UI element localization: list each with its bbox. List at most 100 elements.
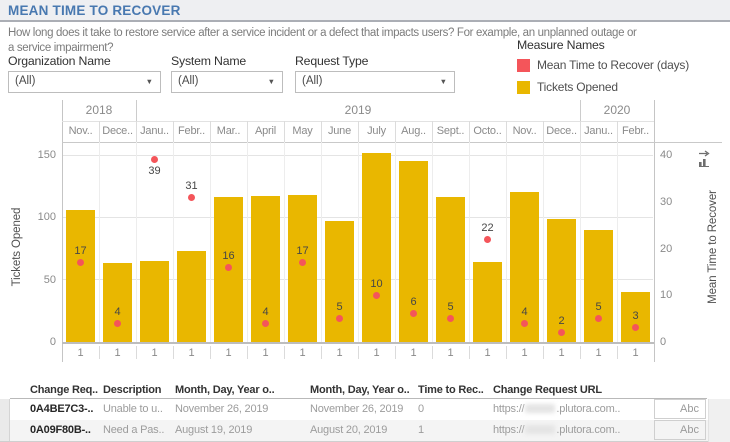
cell-type-abc[interactable]: Abc [654,399,706,419]
dropdown-value: (All) [15,75,36,87]
filter-label-request-type: Request Type [295,54,369,68]
mttr-value-label: 10 [370,277,383,290]
mttr-dot-10[interactable] [447,315,454,323]
filter-label-system-name: System Name [171,54,247,68]
month-header: Febr.. [178,125,205,137]
mttr-dot-0[interactable] [77,259,84,267]
bar-Nov..-12[interactable] [510,192,539,342]
cell-date2[interactable]: November 26, 2019 [310,403,404,415]
header-bottom-line [62,141,722,143]
day-separator-line [469,346,470,359]
month-separator-line [99,121,100,142]
table-header-5[interactable]: Change Request URL [493,384,602,396]
mttr-dot-1[interactable] [114,319,121,327]
day-label: 1 [336,347,343,359]
table-header-0[interactable]: Change Req.. [30,384,98,396]
table-header-3[interactable]: Month, Day, Year o.. [310,384,410,396]
mttr-value-label: 5 [336,301,343,314]
cell-date2[interactable]: August 20, 2019 [310,424,388,436]
month-separator-line [395,121,396,142]
column-separator-line [580,142,581,342]
page-title: MEAN TIME TO RECOVER [8,3,181,18]
mttr-value-label: 22 [481,221,494,234]
table-header-underline [10,398,707,399]
day-separator-line [506,346,507,359]
right-axis-tick-0: 0 [660,336,667,348]
cell-description[interactable]: Need a Pas.. [103,424,165,436]
day-separator-line [358,346,359,359]
month-header: Aug.. [401,125,426,137]
mttr-value-label: 2 [558,315,565,328]
bar-Janu..-14[interactable] [584,229,613,342]
month-header: Dece.. [546,125,577,137]
cell-date1[interactable]: November 26, 2019 [175,403,269,415]
table-row-0[interactable]: 0A4BE7C3-.. Unable to u.. November 26, 201… [0,399,708,421]
mttr-dot-13[interactable] [558,329,565,337]
mttr-value-label: 39 [148,165,161,178]
mttr-dot-14[interactable] [595,315,602,323]
mttr-value-label: 6 [410,296,417,309]
legend-item-mean-time-to-recover[interactable]: Mean Time to Recover (days) [517,58,689,72]
bar-May-6[interactable] [288,194,317,342]
cell-description[interactable]: Unable to u.. [103,403,163,415]
table-row-1[interactable]: 0A09F80B-.. Need a Pas.. August 19, 2019 Au… [0,420,708,442]
legend: Measure Names Mean Time to Recover (days… [517,38,689,102]
day-separator-line [580,346,581,359]
plot-border-line [654,100,655,362]
cell-type-abc[interactable]: Abc [654,420,706,440]
cell-date1[interactable]: August 19, 2019 [175,424,253,436]
bar-July-8[interactable] [362,152,391,342]
mttr-dot-5[interactable] [262,319,269,327]
cell-time_to_recover[interactable]: 0 [418,403,424,415]
mttr-dot-15[interactable] [632,324,639,332]
mttr-value-label: 16 [222,249,235,262]
bar-Nov..-0[interactable] [66,209,95,342]
left-axis-tick-50: 50 [43,273,56,286]
chevron-down-icon: ▼ [267,77,275,86]
bar-Octo..-11[interactable] [473,262,502,342]
bar-Janu..-2[interactable] [140,260,169,342]
legend-item-tickets-opened[interactable]: Tickets Opened [517,80,689,94]
column-separator-line [469,142,470,342]
bar-Dece..-1[interactable] [103,263,132,342]
mttr-dot-4[interactable] [225,263,232,271]
cell-time_to_recover[interactable]: 1 [418,424,424,436]
request-type-dropdown[interactable]: (All) ▼ [295,71,455,93]
mttr-dot-6[interactable] [299,259,306,267]
mttr-dot-3[interactable] [188,193,195,201]
bar-April-5[interactable] [251,196,280,342]
bar-June-7[interactable] [325,221,354,342]
month-separator-line [210,121,211,142]
sort-icon[interactable] [697,150,712,167]
mttr-dot-2[interactable] [151,156,158,164]
mttr-dot-9[interactable] [410,310,417,318]
filter-organization-name: Organization Name (All) ▼ [8,54,161,93]
system-name-dropdown[interactable]: (All) ▼ [171,71,283,93]
table-scrollbar[interactable] [708,399,730,442]
table-header-4[interactable]: Time to Rec.. [418,384,484,396]
cell-change_request[interactable]: 0A09F80B-.. [30,424,91,436]
column-separator-line [173,142,174,342]
bar-Febr..-15[interactable] [621,292,650,342]
mttr-dot-8[interactable] [373,291,380,299]
day-label: 1 [521,347,528,359]
table-left-gutter [0,399,10,441]
mttr-dot-12[interactable] [521,319,528,327]
organization-name-dropdown[interactable]: (All) ▼ [8,71,161,93]
mttr-dot-7[interactable] [336,315,343,323]
cell-change-request-url[interactable]: https:// .plutora.com.. [493,424,620,436]
table-header-2[interactable]: Month, Day, Year o.. [175,384,275,396]
year-header-2018: 2018 [85,103,113,117]
month-header: Nov.. [512,125,537,137]
cell-change-request-url[interactable]: https:// .plutora.com.. [493,403,620,415]
month-separator-line [617,121,618,142]
table-header-1[interactable]: Description [103,384,162,396]
cell-change_request[interactable]: 0A4BE7C3-.. [30,403,94,415]
day-label: 1 [484,347,491,359]
yellow-swatch-icon [517,80,530,94]
mttr-dot-11[interactable] [484,235,491,243]
bar-Febr..-3[interactable] [177,250,206,342]
bar-Dece..-13[interactable] [547,218,576,342]
day-separator-line [99,346,100,359]
year-header-2020: 2020 [603,103,631,117]
